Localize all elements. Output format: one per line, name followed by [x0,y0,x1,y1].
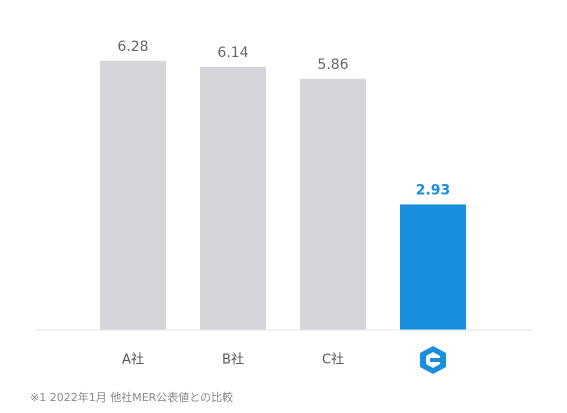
bar [100,60,166,330]
x-tick-label: C社 [322,352,344,368]
value-label: 6.28 [117,39,148,55]
x-tick-label: A社 [122,352,144,368]
bar [200,66,266,330]
brand-icon [420,346,446,374]
bar [400,204,466,330]
value-label: 5.86 [317,57,348,73]
bar [300,78,366,330]
value-label: 6.14 [217,45,248,61]
value-label: 2.93 [416,182,451,198]
x-tick-label: B社 [222,352,244,368]
footnote: ※1 2022年1月 他社MER公表値との比較 [30,390,233,404]
